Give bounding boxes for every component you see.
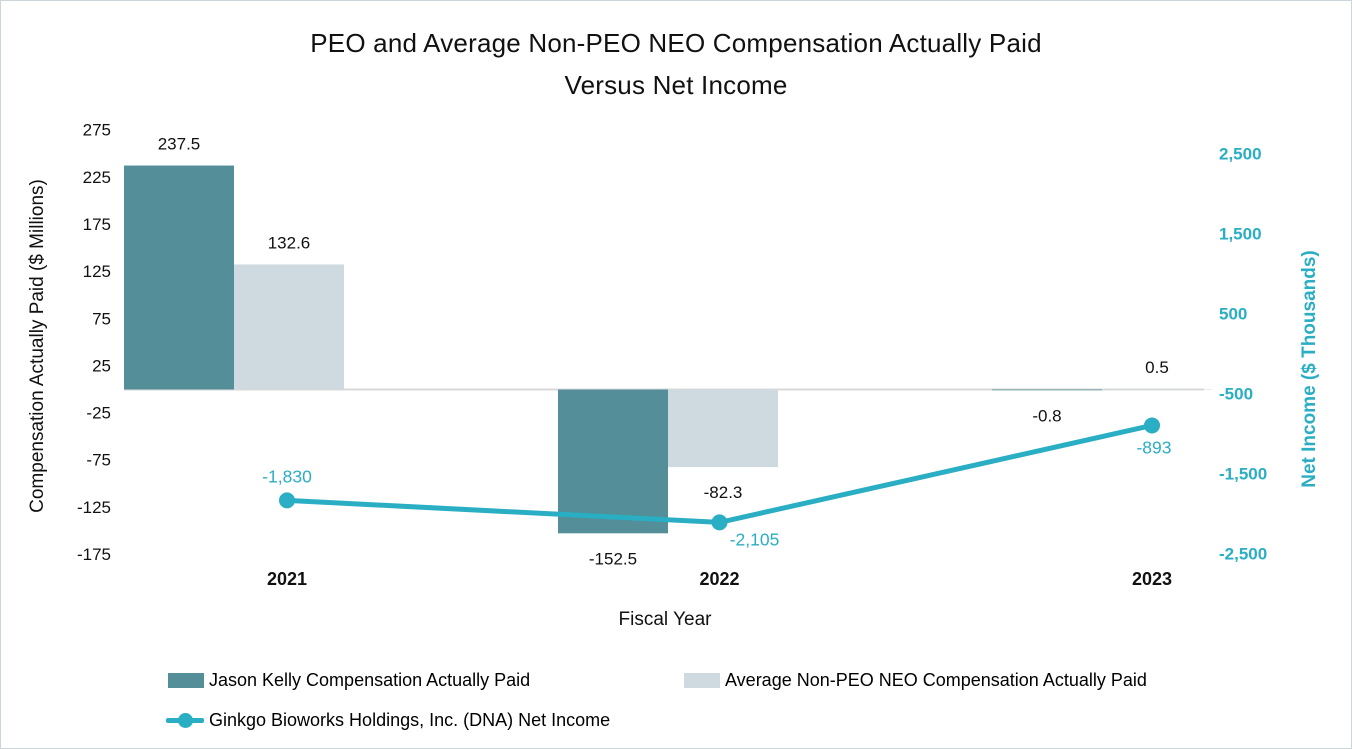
line-label-2023: -893 <box>1136 437 1171 457</box>
legend-label-net-income: Ginkgo Bioworks Holdings, Inc. (DNA) Net… <box>209 710 611 730</box>
line-label-2021: -1,830 <box>262 466 312 486</box>
left-axis-tick-25: 25 <box>92 356 111 375</box>
legend-item-peo: Jason Kelly Compensation Actually Paid <box>168 670 530 691</box>
right-axis-tick-500: 500 <box>1219 305 1247 324</box>
chart-title: PEO and Average Non-PEO NEO Compensation… <box>1 22 1351 106</box>
left-axis-tick--25: -25 <box>86 404 111 423</box>
legend-label-peo: Jason Kelly Compensation Actually Paid <box>209 670 531 690</box>
line-marker-2022 <box>711 514 728 531</box>
line-marker-2023 <box>1144 417 1160 434</box>
bar-s1-2022 <box>668 389 778 468</box>
bar-label-s0-2021: 237.5 <box>158 135 201 154</box>
left-axis-tick--75: -75 <box>86 451 111 470</box>
left-axis-tick--175: -175 <box>77 545 111 564</box>
bar-s1-2021 <box>234 264 344 390</box>
x-axis-tick-2022: 2022 <box>699 569 739 589</box>
bar-label-s0-2023: -0.8 <box>1032 406 1061 425</box>
legend-label-neo: Average Non-PEO NEO Compensation Actuall… <box>725 670 1147 690</box>
bar-label-s1-2023: 0.5 <box>1145 358 1169 377</box>
left-axis-tick-75: 75 <box>92 309 111 328</box>
peo-bar-swatch-icon <box>168 673 204 688</box>
left-axis-tick--125: -125 <box>77 498 111 517</box>
bar-s0-2022 <box>558 389 668 534</box>
bar-label-s1-2021: 132.6 <box>268 233 311 252</box>
bar-label-s0-2022: -152.5 <box>589 549 637 568</box>
right-axis-tick--2,500: -2,500 <box>1219 545 1267 564</box>
x-axis-tick-2021: 2021 <box>267 569 307 589</box>
left-axis-tick-175: 175 <box>83 215 111 234</box>
line-label-2022: -2,105 <box>730 529 780 549</box>
neo-bar-swatch-icon <box>684 673 720 688</box>
chart-title-line2: Versus Net Income <box>564 70 788 100</box>
legend-item-neo: Average Non-PEO NEO Compensation Actuall… <box>684 670 1147 691</box>
right-axis-tick--500: -500 <box>1219 385 1253 404</box>
bar-s0-2021 <box>124 165 234 390</box>
line-marker-2021 <box>279 492 295 509</box>
left-axis-tick-125: 125 <box>83 262 111 281</box>
x-axis-title: Fiscal Year <box>618 609 712 630</box>
right-axis-tick-2,500: 2,500 <box>1219 145 1262 164</box>
bar-s1-2023 <box>1102 389 1212 390</box>
right-axis-tick-1,500: 1,500 <box>1219 225 1262 244</box>
bar-label-s1-2022: -82.3 <box>704 483 743 502</box>
line-marker-swatch-icon <box>166 713 204 728</box>
legend-item-net-income: Ginkgo Bioworks Holdings, Inc. (DNA) Net… <box>166 710 610 731</box>
bar-s0-2023 <box>992 389 1102 391</box>
chart-title-line1: PEO and Average Non-PEO NEO Compensation… <box>310 28 1042 58</box>
left-axis-tick-225: 225 <box>83 168 111 187</box>
right-axis-tick--1,500: -1,500 <box>1219 465 1267 484</box>
left-axis-tick-275: 275 <box>83 121 111 140</box>
x-axis-tick-2023: 2023 <box>1132 569 1172 589</box>
